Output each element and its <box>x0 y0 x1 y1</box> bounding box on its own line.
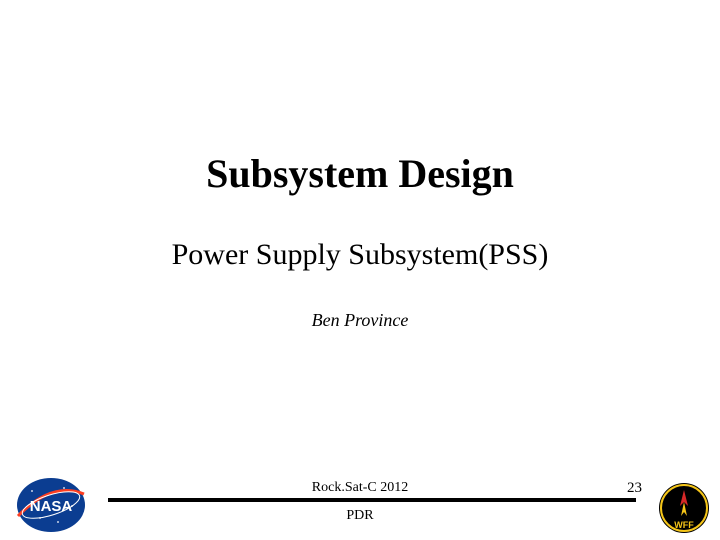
page-number: 23 <box>627 480 642 497</box>
svg-text:NASA: NASA <box>30 498 73 515</box>
wff-logo-icon: WFF <box>658 482 710 534</box>
wff-logo: WFF <box>658 482 710 534</box>
slide-title: Subsystem Design <box>0 150 720 197</box>
footer-label: PDR <box>0 508 720 524</box>
slide-author: Ben Province <box>0 310 720 331</box>
nasa-logo: NASA <box>12 476 90 534</box>
svg-text:WFF: WFF <box>674 520 694 530</box>
nasa-logo-icon: NASA <box>12 476 90 534</box>
slide-footer: Rock.Sat-C 2012 PDR 23 NASA <box>0 480 720 540</box>
footer-project: Rock.Sat-C 2012 <box>0 480 720 496</box>
footer-divider <box>108 498 636 502</box>
slide-subtitle: Power Supply Subsystem(PSS) <box>0 238 720 272</box>
slide: Subsystem Design Power Supply Subsystem(… <box>0 0 720 540</box>
